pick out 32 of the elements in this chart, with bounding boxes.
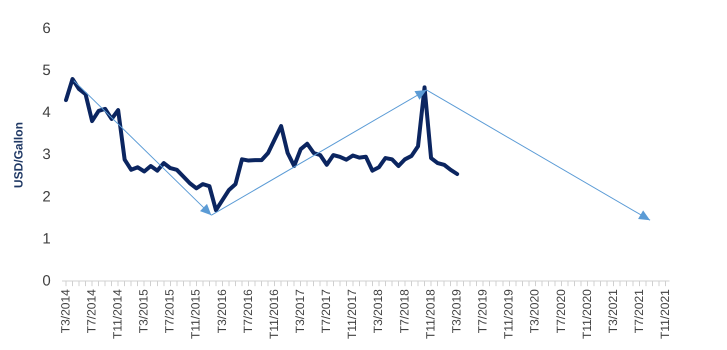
x-tick-label: T11/2019 (502, 288, 516, 340)
x-tick-label: T3/2021 (606, 288, 620, 334)
x-tick-label: T7/2016 (240, 288, 255, 334)
x-tick-label: T11/2014 (110, 288, 124, 340)
x-tick-label: T11/2017 (345, 288, 360, 340)
x-tick-label: T7/2015 (162, 288, 177, 334)
x-tick-label: T3/2015 (136, 288, 151, 334)
x-tick-label: T3/2014 (58, 288, 72, 334)
x-tick-label: T3/2019 (449, 288, 464, 334)
x-tick-label: T11/2016 (266, 288, 281, 340)
x-tick-label: T3/2020 (528, 288, 542, 334)
y-axis-title: USD/Gallon (12, 122, 26, 188)
x-tick-label: T7/2018 (397, 288, 412, 334)
x-tick-label: T7/2019 (476, 288, 490, 334)
y-tick-label: 2 (42, 188, 51, 206)
x-tick-label: T3/2017 (292, 288, 307, 334)
x-tick-label: T11/2020 (580, 288, 594, 340)
x-tick-label: T11/2021 (658, 288, 672, 340)
x-tick-label: T7/2021 (632, 288, 646, 334)
x-tick-label: T11/2018 (423, 288, 438, 340)
y-tick-label: 1 (42, 230, 51, 248)
x-tick-label: T7/2020 (554, 288, 568, 334)
y-tick-label: 0 (42, 272, 51, 290)
y-tick-label: 3 (42, 146, 51, 164)
x-tick-label: T3/2016 (214, 288, 229, 334)
x-tick-label: T3/2018 (371, 288, 386, 334)
x-tick-label: T11/2015 (188, 288, 203, 340)
y-tick-label: 4 (42, 104, 51, 122)
y-tick-label: 5 (42, 62, 51, 80)
x-tick-label: T7/2017 (319, 288, 334, 334)
y-tick-label: 6 (42, 20, 51, 38)
x-tick-label: T7/2014 (84, 288, 98, 334)
